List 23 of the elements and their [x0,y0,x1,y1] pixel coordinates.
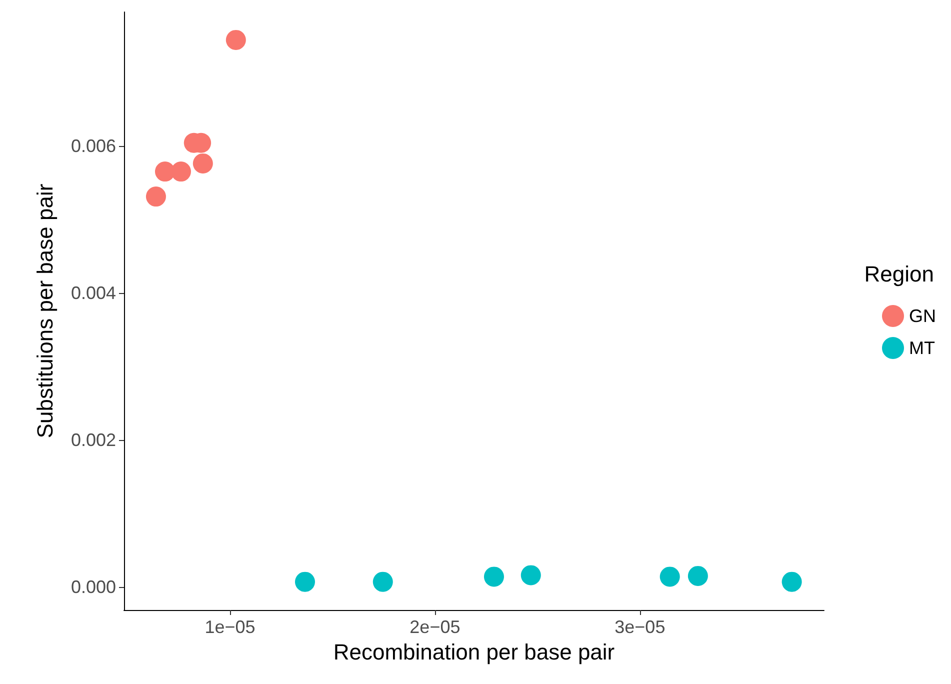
point [520,565,541,586]
point [192,153,213,174]
point [688,566,708,586]
x-tick-label: 1e−05 [204,617,256,637]
x-tick-label: 2e−05 [410,617,460,637]
point [295,572,315,592]
y-tick-label: 0.006 [70,136,116,156]
legend-title: Region [864,262,934,286]
legend-label: MT [909,338,935,358]
point [171,162,191,182]
x-tick-label: 3e−05 [614,617,666,637]
point [782,572,802,592]
legend-label: GN [909,306,936,326]
y-tick-label: 0.004 [70,282,116,303]
point [484,566,504,587]
point [660,566,680,587]
x-axis-title: Recombination per base pair [333,639,615,664]
y-tick-label: 0.002 [70,430,116,450]
y-axis-title: Substituions per base pair [32,184,58,438]
point [226,30,246,50]
y-tick-label: 0.000 [70,576,116,597]
point [146,186,166,207]
point [372,572,393,592]
